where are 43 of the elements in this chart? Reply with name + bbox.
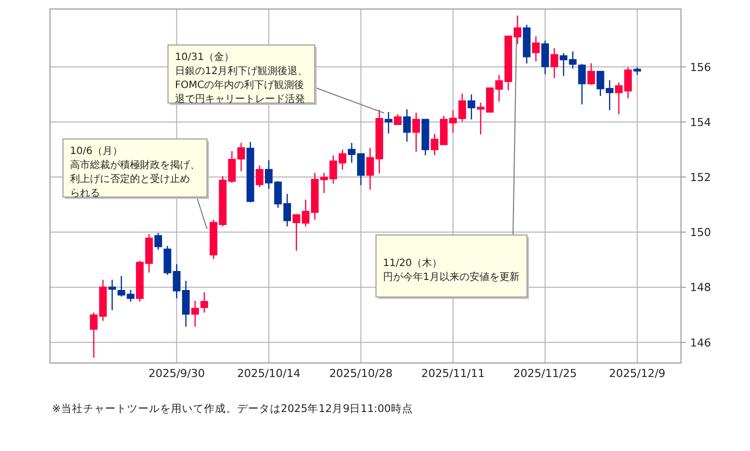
- y-tick-label: 152: [690, 171, 711, 184]
- candlestick: [256, 164, 264, 188]
- candlestick: [200, 292, 208, 314]
- candlestick: [422, 118, 430, 156]
- y-tick-label: 146: [690, 336, 711, 350]
- candlestick: [541, 40, 549, 75]
- x-tick-label: 2025/10/28: [329, 367, 393, 380]
- text: ※当社チャートツールを用いて作成。データは2025年12月9日11:00時点: [52, 402, 413, 415]
- annotation: 10/31（金）日銀の12月利下げ観測後退、FOMCの年内の利下げ観測後退で円キャリートレード活発: [168, 44, 384, 114]
- candlestick: [522, 24, 531, 64]
- x-tick-label: 2025/9/30: [148, 367, 205, 380]
- candlestick: [394, 114, 402, 126]
- x-tick-label: 2025/10/14: [237, 367, 300, 380]
- candlestick: [126, 289, 134, 302]
- y-tick-label: 156: [690, 60, 711, 74]
- candlestick: [587, 62, 596, 86]
- candlestick: [292, 213, 300, 252]
- candlestick: [108, 279, 116, 311]
- candlestick: [606, 79, 614, 111]
- candlestick: [403, 108, 411, 142]
- annotation: 10/6（月）高市総裁が積極財政を掲げ、利上げに否定的と受け止められる: [62, 138, 209, 230]
- candlestick: [633, 66, 642, 76]
- candlestick: [154, 232, 162, 250]
- annotation: 11/20（木）円が今年1月以来の安値を更新: [383, 257, 520, 283]
- candlestick: [384, 111, 392, 134]
- annotation: 10/31（金）日銀の12月利下げ観測後退、FOMCの年内の利下げ観測後退で円キャリートレード活発: [175, 51, 308, 105]
- y-tick-label: 148: [690, 281, 711, 294]
- candlestick: [596, 70, 604, 97]
- candlestick: [532, 36, 540, 62]
- annotation: 10/6（月）高市総裁が積極財政を掲げ、利上げに否定的と受け止められる: [70, 146, 200, 199]
- candlestick: [191, 300, 199, 328]
- candlestick: [246, 141, 254, 203]
- candlestick: [550, 48, 558, 79]
- annotation: 11/20（木）円が今年1月以来の安値を更新: [376, 36, 529, 299]
- y-tick-label: 150: [690, 226, 711, 240]
- candlestick: [118, 275, 126, 298]
- x-tick-label: 2025/11/11: [421, 367, 485, 380]
- candlestick: [468, 94, 476, 120]
- candlestick: [578, 63, 586, 105]
- x-tick-label: 2025/11/25: [513, 367, 577, 380]
- x-tick-label: 2025/12/9: [609, 367, 666, 380]
- candlestick: [412, 112, 420, 152]
- y-tick-label: 154: [690, 116, 711, 129]
